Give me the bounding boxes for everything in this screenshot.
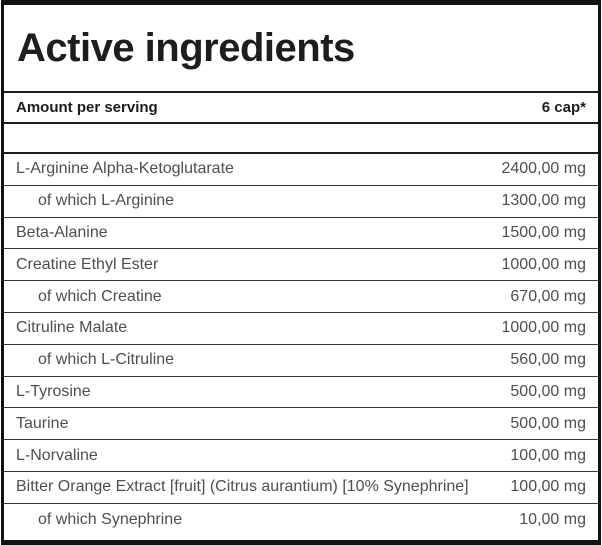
ingredient-amount: 1000,00 mg bbox=[501, 319, 586, 337]
ingredient-name: of which Synephrine bbox=[38, 510, 183, 528]
ingredient-amount: 560,00 mg bbox=[510, 351, 586, 369]
ingredient-amount: 2400,00 mg bbox=[501, 160, 586, 178]
table-row: Citruline Malate 1000,00 mg bbox=[4, 312, 598, 345]
table-row: Taurine 500,00 mg bbox=[4, 408, 598, 441]
table-row: of which L-Citruline 560,00 mg bbox=[4, 344, 598, 377]
ingredient-name: Creatine Ethyl Ester bbox=[16, 255, 159, 273]
table-row: of which Synephrine 10,00 mg bbox=[4, 503, 598, 536]
ingredient-amount: 1500,00 mg bbox=[501, 223, 586, 241]
ingredient-name: Beta-Alanine bbox=[16, 223, 108, 241]
table-row: Beta-Alanine 1500,00 mg bbox=[4, 217, 598, 250]
table-row: L-Tyrosine 500,00 mg bbox=[4, 376, 598, 409]
table-header-row: Amount per serving 6 cap* bbox=[4, 93, 598, 124]
ingredient-amount: 10,00 mg bbox=[519, 510, 586, 528]
ingredient-name: Citruline Malate bbox=[16, 319, 128, 337]
header-amount-per-serving: Amount per serving bbox=[16, 99, 158, 116]
page-title: Active ingredients bbox=[17, 25, 355, 70]
table-row: Bitter Orange Extract [fruit] (Citrus au… bbox=[4, 471, 598, 504]
header-serving-size: 6 cap* bbox=[541, 99, 586, 116]
ingredient-name: of which L-Citruline bbox=[38, 351, 175, 369]
ingredient-amount: 670,00 mg bbox=[510, 287, 586, 305]
ingredient-amount: 500,00 mg bbox=[510, 382, 586, 400]
ingredient-name: Bitter Orange Extract [fruit] (Citrus au… bbox=[16, 478, 469, 496]
ingredient-amount: 500,00 mg bbox=[510, 414, 586, 432]
ingredient-name: of which Creatine bbox=[38, 287, 162, 305]
ingredient-amount: 100,00 mg bbox=[510, 478, 586, 496]
ingredient-name: L-Tyrosine bbox=[16, 382, 91, 400]
ingredient-amount: 1000,00 mg bbox=[501, 255, 586, 273]
table-row: of which Creatine 670,00 mg bbox=[4, 281, 598, 313]
ingredient-amount: 1300,00 mg bbox=[501, 192, 586, 210]
table-row: of which L-Arginine 1300,00 mg bbox=[4, 185, 598, 218]
ingredient-name: L-Norvaline bbox=[16, 446, 98, 464]
ingredient-name: Taurine bbox=[16, 414, 69, 432]
ingredient-rows: L-Arginine Alpha-Ketoglutarate 2400,00 mg… bbox=[4, 154, 598, 536]
table-row: L-Norvaline 100,00 mg bbox=[4, 440, 598, 472]
title-section: Active ingredients bbox=[4, 5, 598, 93]
ingredient-amount: 100,00 mg bbox=[510, 446, 586, 464]
ingredient-name: L-Arginine Alpha-Ketoglutarate bbox=[16, 160, 234, 178]
table-row: Creatine Ethyl Ester 1000,00 mg bbox=[4, 249, 598, 282]
table-row: L-Arginine Alpha-Ketoglutarate 2400,00 mg bbox=[4, 154, 598, 186]
ingredient-name: of which L-Arginine bbox=[38, 192, 175, 210]
empty-spacer-row bbox=[4, 124, 598, 154]
